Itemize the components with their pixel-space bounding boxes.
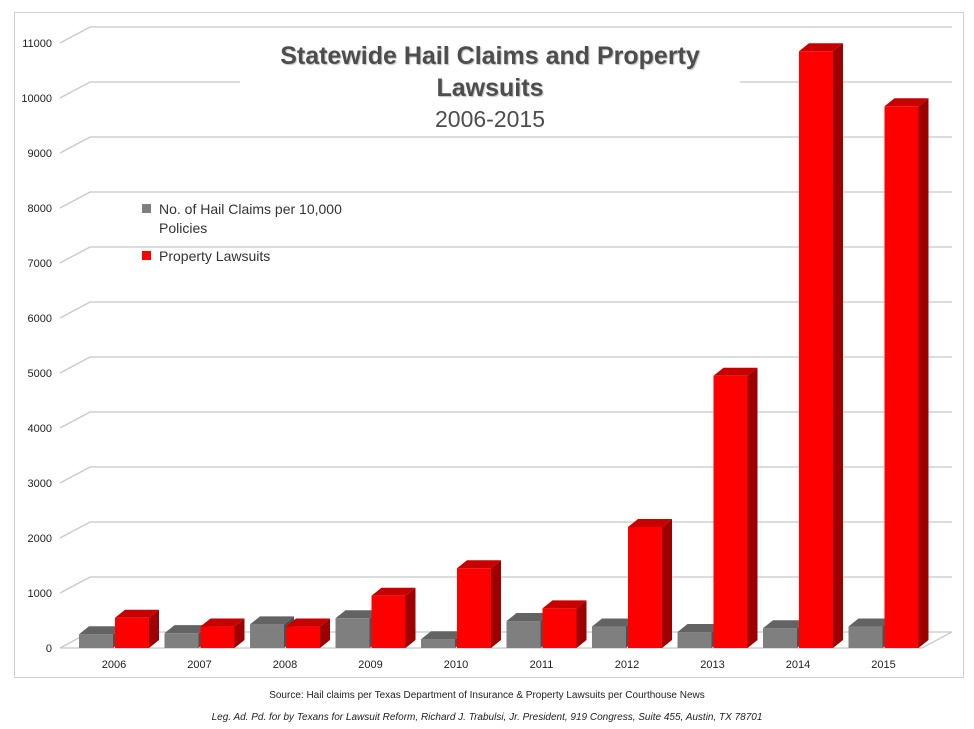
chart-frame	[14, 12, 964, 678]
x-tick-label: 2013	[700, 659, 724, 671]
legend-swatch-red	[142, 251, 151, 260]
y-tick-label: 1000	[28, 588, 52, 600]
y-tick-label: 8000	[28, 203, 52, 215]
x-tick-label: 2012	[615, 659, 639, 671]
legend-item-hail-claims: No. of Hail Claims per 10,000 Policies	[142, 200, 372, 238]
bar-property-lawsuits	[628, 519, 672, 648]
footer-note: Leg. Ad. Pd. for by Texans for Lawsuit R…	[211, 712, 763, 723]
bar-property-lawsuits	[799, 43, 843, 648]
x-tick-label: 2015	[871, 659, 895, 671]
bars	[79, 43, 929, 648]
bar-property-lawsuits	[371, 587, 416, 648]
bar-property-lawsuits	[884, 98, 929, 648]
legend-swatch-gray	[142, 204, 151, 213]
x-tick-label: 2007	[187, 659, 211, 671]
gridline	[59, 246, 952, 264]
legend-item-property-lawsuits: Property Lawsuits	[142, 247, 372, 266]
bar-property-lawsuits	[457, 560, 501, 648]
y-tick-label: 7000	[28, 258, 52, 270]
y-tick-label: 4000	[28, 423, 52, 435]
title-box: Statewide Hail Claims and Property Lawsu…	[240, 40, 740, 134]
gridline	[59, 26, 952, 44]
gridline	[59, 301, 952, 319]
bar-property-lawsuits	[542, 600, 587, 648]
y-tick-label: 2000	[28, 533, 52, 545]
chart-subtitle: 2006-2015	[435, 106, 545, 132]
y-tick-label: 9000	[28, 148, 52, 160]
bar-property-lawsuits	[200, 618, 245, 648]
bar-property-lawsuits	[286, 618, 330, 648]
y-tick-label: 6000	[28, 313, 52, 325]
bar-property-lawsuits	[713, 367, 758, 648]
footer-source: Source: Hail claims per Texas Department…	[269, 690, 705, 701]
gridline	[59, 136, 952, 154]
bar-property-lawsuits	[115, 609, 159, 648]
chart-title: Statewide Hail Claims and Property Lawsu…	[280, 42, 700, 102]
x-tick-label: 2009	[358, 659, 382, 671]
y-tick-label: 3000	[28, 478, 52, 490]
x-tick-label: 2008	[273, 659, 297, 671]
gridline	[59, 356, 952, 374]
x-tick-label: 2006	[102, 659, 126, 671]
y-axis-ticks: 0 1000 2000 3000 4000 5000 6000 7000 8000 9000 100…	[21, 38, 52, 655]
bar-hail-claims	[164, 625, 209, 648]
gridline	[59, 466, 952, 484]
x-tick-label: 2010	[444, 659, 468, 671]
x-axis-categories: 2006 2007 2008 2009 2010 2011 2012 2013 2014 2015	[102, 659, 896, 671]
y-tick-label: 5000	[28, 368, 52, 380]
y-tick-label: 10000	[21, 93, 52, 105]
x-tick-label: 2014	[786, 659, 810, 671]
y-tick-label: 0	[46, 643, 52, 655]
gridline	[59, 411, 952, 429]
y-tick-label: 11000	[22, 38, 52, 50]
x-tick-label: 2011	[530, 659, 554, 671]
legend-label: Property Lawsuits	[159, 248, 271, 264]
gridline	[59, 191, 952, 209]
legend-label: No. of Hail Claims per 10,000 Policies	[159, 201, 342, 236]
